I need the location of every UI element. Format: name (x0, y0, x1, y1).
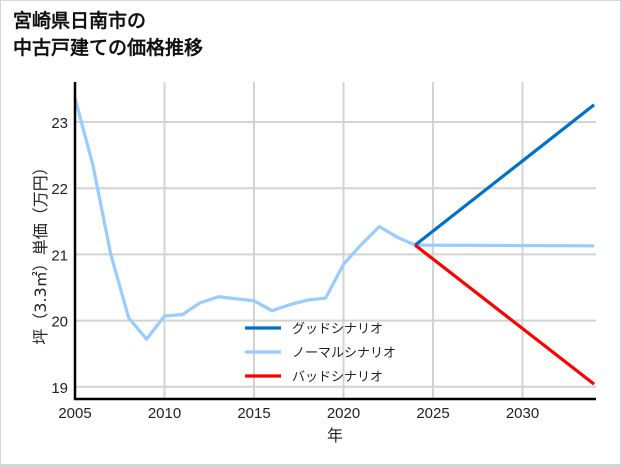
y-tick-label: 19 (51, 380, 68, 397)
series-line (73, 97, 595, 341)
series-line (414, 243, 596, 386)
series-lines (73, 97, 596, 386)
legend-label: バッドシナリオ (292, 370, 383, 385)
legend-label: グッドシナリオ (292, 322, 383, 337)
y-tick-label: 20 (51, 314, 68, 331)
y-axis-label: 坪（3.3㎡）単価（万円） (31, 159, 50, 344)
y-tick-label: 21 (51, 247, 68, 264)
chart-title: 宮崎県日南市の 中古戸建ての価格推移 (13, 10, 204, 59)
y-tick-label: 23 (51, 115, 68, 132)
x-tick-label: 2005 (58, 405, 91, 422)
series-line (414, 103, 596, 247)
x-tick-label: 2020 (327, 405, 360, 422)
axes (73, 82, 596, 401)
x-tick-label: 2025 (416, 405, 449, 422)
x-tick-label: 2010 (148, 405, 181, 422)
y-tick-label: 22 (51, 181, 68, 198)
x-axis-label: 年 (327, 426, 343, 445)
x-tick-label: 2015 (237, 405, 270, 422)
legend-label: ノーマルシナリオ (292, 346, 396, 361)
x-tick-label: 2030 (506, 405, 539, 422)
tick-labels: 2005 2010 2015 2020 2025 2030 19 20 21 22 23 (51, 115, 539, 422)
